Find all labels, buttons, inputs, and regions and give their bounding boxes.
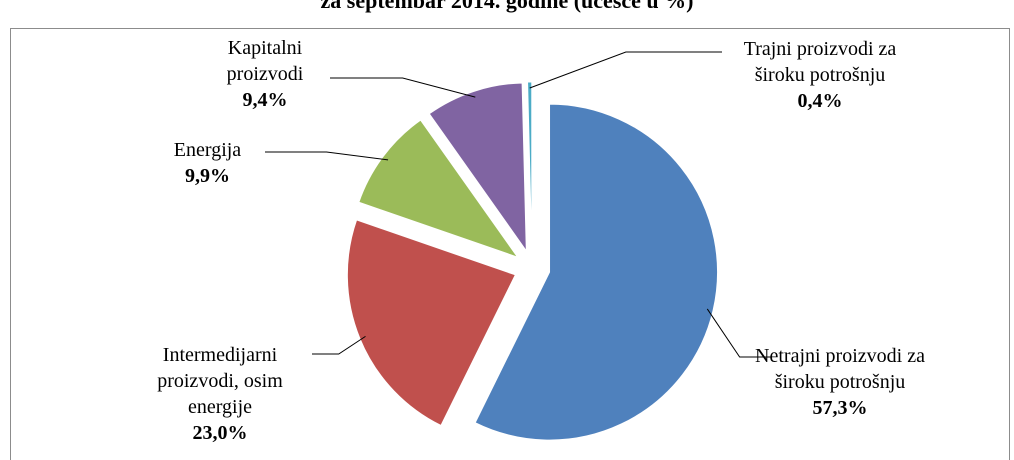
- pie-slice: [358, 119, 519, 259]
- value-label: 0,4%: [797, 90, 843, 112]
- chart-title: za septembar 2014. godine (učešće u %): [320, 0, 694, 13]
- slice-label: Intermedijarni proizvodi, osim energije 2…: [130, 342, 310, 446]
- slice-label: Trajni proizvodi za široku potrošnju 0,4%: [720, 36, 920, 114]
- pie-slice: [428, 82, 527, 253]
- leader-line: [265, 151, 389, 161]
- value-label: 9,9%: [185, 165, 230, 187]
- leader-line: [330, 77, 476, 98]
- pie-slice: [346, 219, 517, 427]
- slice-label: Kapitalni proizvodi 9,4%: [200, 35, 330, 113]
- value-label: 57,3%: [812, 397, 868, 419]
- category-name: Energija: [173, 139, 242, 161]
- leader-line: [529, 51, 722, 89]
- value-label: 9,4%: [242, 89, 288, 111]
- pie-slice: [527, 81, 533, 251]
- category-name: Intermedijarni proizvodi, osim energije: [157, 344, 283, 418]
- leader-line: [312, 335, 366, 355]
- slice-label: Energija 9,9%: [150, 137, 265, 189]
- category-name: Netrajni proizvodi za široku potrošnju: [755, 345, 925, 393]
- slice-label: Netrajni proizvodi za široku potrošnju 57…: [755, 343, 925, 421]
- category-name: Kapitalni proizvodi: [226, 37, 304, 85]
- chart-frame: [10, 28, 1010, 460]
- value-label: 23,0%: [192, 422, 248, 444]
- pie-slice: [474, 103, 718, 441]
- category-name: Trajni proizvodi za široku potrošnju: [743, 38, 897, 86]
- leader-line: [706, 308, 772, 358]
